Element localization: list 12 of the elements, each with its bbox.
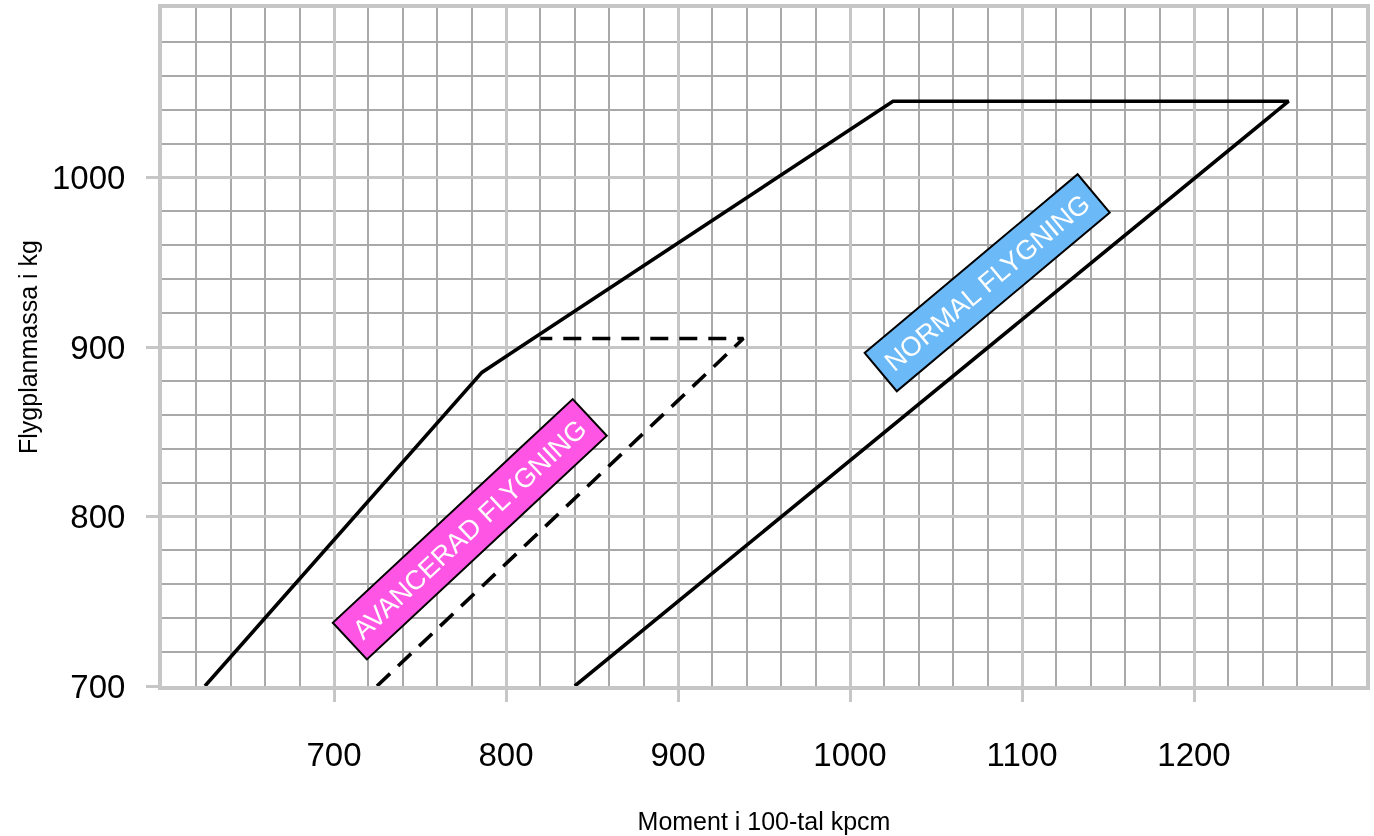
x-tick-label: 700 xyxy=(306,735,362,773)
y-tick-label: 700 xyxy=(70,667,126,705)
y-axis-title: Flygplanmassa i kg xyxy=(14,240,43,454)
x-tick-label: 900 xyxy=(650,735,706,773)
y-tick-label: 800 xyxy=(70,498,126,536)
y-tick-label: 900 xyxy=(70,328,126,366)
x-tick-label: 1200 xyxy=(1157,735,1231,773)
x-tick-label: 1000 xyxy=(813,735,887,773)
y-tick-label: 1000 xyxy=(51,159,126,197)
x-axis-title: Moment i 100-tal kpcm xyxy=(637,807,891,836)
x-tick-label: 1100 xyxy=(986,735,1058,773)
x-tick-label: 800 xyxy=(478,735,534,773)
